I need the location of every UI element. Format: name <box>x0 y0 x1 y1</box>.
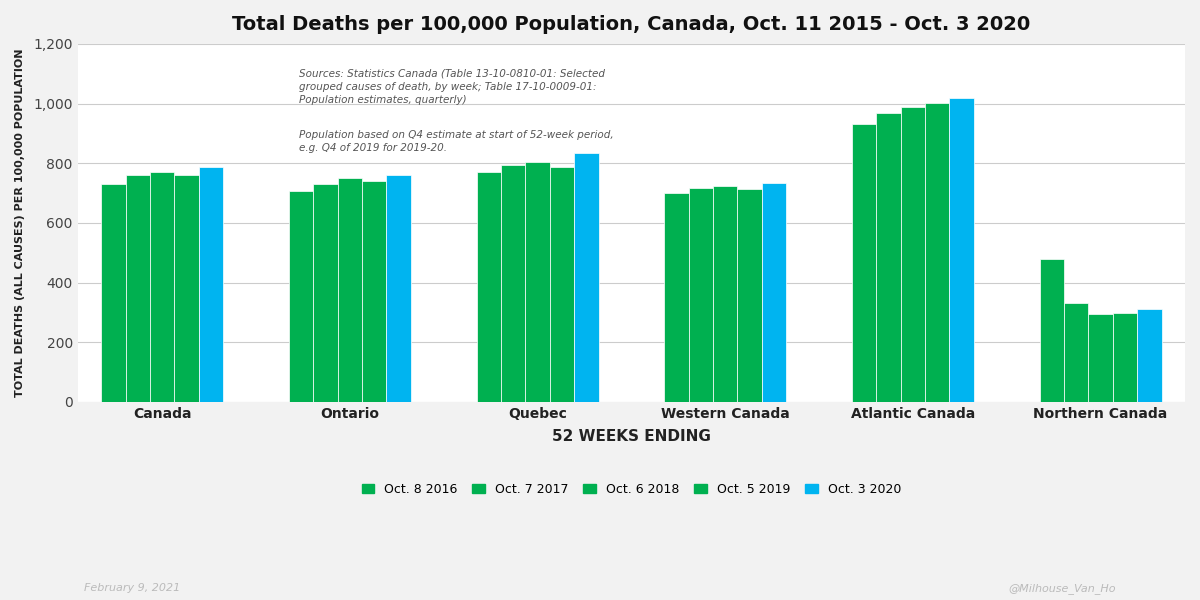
Bar <box>1064 304 1088 402</box>
Bar <box>550 167 574 402</box>
Text: Sources: Statistics Canada (Table 13-10-0810-01: Selected
grouped causes of deat: Sources: Statistics Canada (Table 13-10-… <box>299 69 605 106</box>
Bar <box>500 166 526 402</box>
Title: Total Deaths per 100,000 Population, Canada, Oct. 11 2015 - Oct. 3 2020: Total Deaths per 100,000 Population, Can… <box>233 15 1031 34</box>
Y-axis label: TOTAL DEATHS (ALL CAUSES) PER 100,000 POPULATION: TOTAL DEATHS (ALL CAUSES) PER 100,000 PO… <box>14 49 25 397</box>
Legend: Oct. 8 2016, Oct. 7 2017, Oct. 6 2018, Oct. 5 2019, Oct. 3 2020: Oct. 8 2016, Oct. 7 2017, Oct. 6 2018, O… <box>361 483 901 496</box>
Bar <box>362 181 386 402</box>
Text: February 9, 2021: February 9, 2021 <box>84 583 180 593</box>
Bar <box>1112 313 1138 402</box>
Bar <box>664 193 689 402</box>
Bar <box>737 188 762 402</box>
Bar <box>526 162 550 402</box>
Bar <box>386 175 410 402</box>
Bar <box>199 167 223 402</box>
Bar <box>949 98 974 402</box>
Bar <box>713 187 737 402</box>
Bar <box>925 103 949 402</box>
Bar <box>901 107 925 402</box>
Bar <box>1088 314 1112 402</box>
Bar <box>689 188 713 402</box>
Bar <box>337 178 362 402</box>
Bar <box>476 172 500 402</box>
Bar <box>313 184 337 402</box>
Bar <box>852 124 876 402</box>
Bar <box>174 175 199 402</box>
Bar <box>574 154 599 402</box>
Bar <box>1138 310 1162 402</box>
X-axis label: 52 WEEKS ENDING: 52 WEEKS ENDING <box>552 429 710 444</box>
Bar <box>289 191 313 402</box>
Bar <box>876 113 901 402</box>
Bar <box>101 184 126 402</box>
Text: @Milhouse_Van_Ho: @Milhouse_Van_Ho <box>1008 583 1116 594</box>
Bar <box>150 172 174 402</box>
Bar <box>1039 259 1064 402</box>
Bar <box>126 175 150 402</box>
Bar <box>762 183 786 402</box>
Text: Population based on Q4 estimate at start of 52-week period,
e.g. Q4 of 2019 for : Population based on Q4 estimate at start… <box>299 130 613 153</box>
